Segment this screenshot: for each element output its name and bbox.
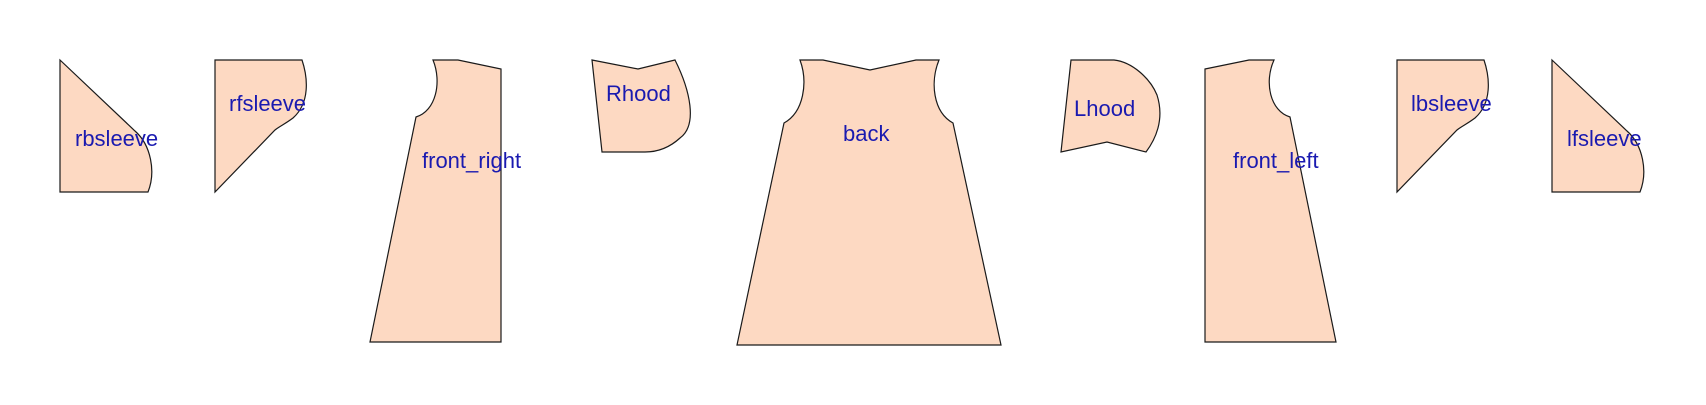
label-lbsleeve: lbsleeve bbox=[1411, 91, 1492, 116]
piece-lfsleeve bbox=[1551, 58, 1645, 193]
label-rbsleeve: rbsleeve bbox=[75, 126, 158, 151]
piece-rbsleeve bbox=[59, 58, 153, 193]
label-rfsleeve: rfsleeve bbox=[229, 91, 306, 116]
piece-back bbox=[736, 59, 1002, 346]
piece-Lhood bbox=[1060, 59, 1161, 153]
piece-rfsleeve bbox=[214, 59, 307, 194]
piece-lbsleeve bbox=[1396, 59, 1489, 194]
piece-front_right bbox=[369, 59, 502, 343]
label-Rhood: Rhood bbox=[606, 81, 671, 106]
label-Lhood: Lhood bbox=[1074, 96, 1135, 121]
piece-front_left bbox=[1204, 59, 1337, 343]
label-front_left: front_left bbox=[1233, 148, 1319, 173]
piece-Rhood bbox=[591, 59, 691, 153]
label-lfsleeve: lfsleeve bbox=[1567, 126, 1642, 151]
label-front_right: front_right bbox=[422, 148, 521, 173]
label-back: back bbox=[843, 121, 890, 146]
